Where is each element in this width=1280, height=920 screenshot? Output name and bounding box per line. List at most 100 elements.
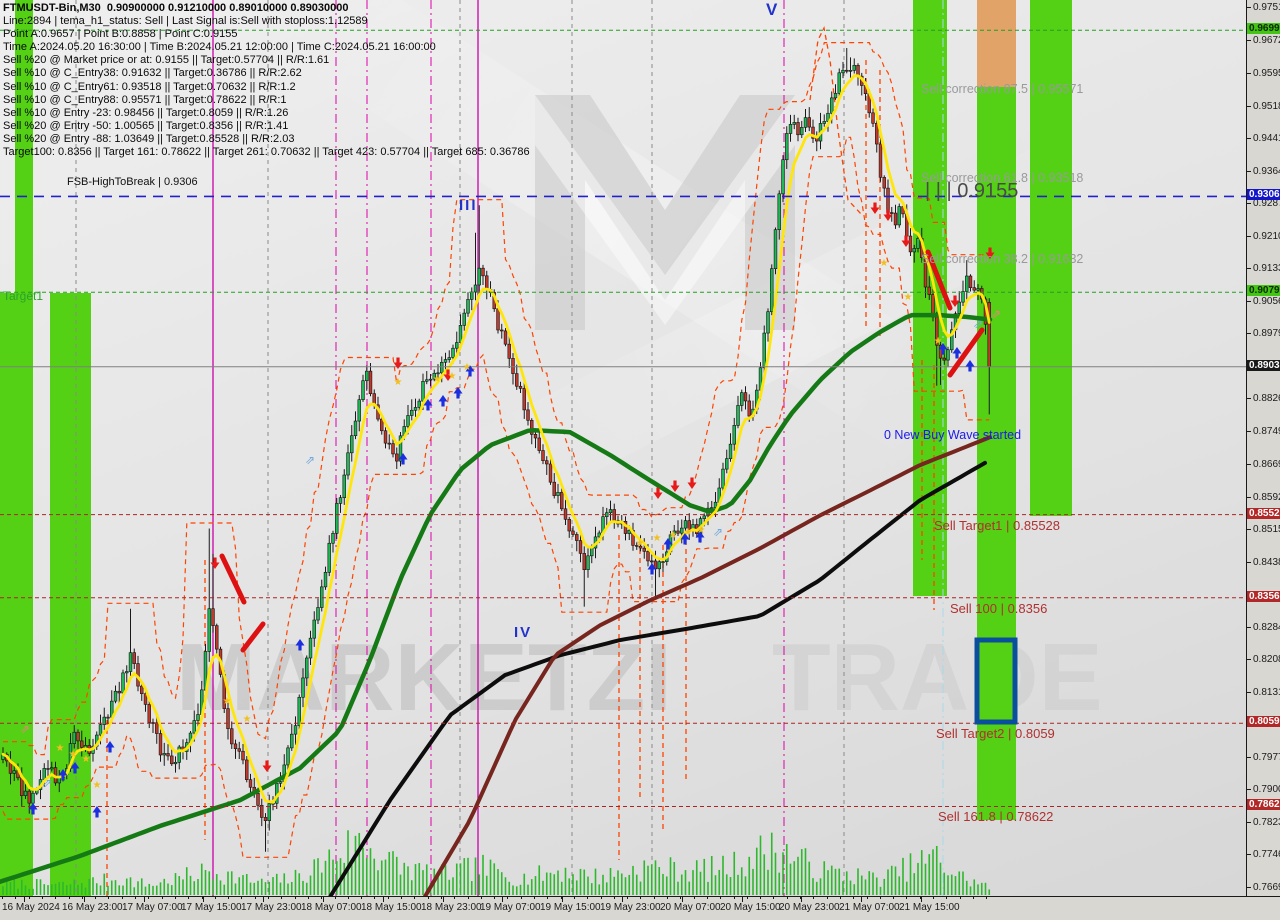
price-badge: 0.90793 [1247, 285, 1280, 297]
highlight-zones-layer [0, 0, 1072, 896]
svg-text:★: ★ [394, 377, 403, 388]
svg-text:★: ★ [653, 533, 662, 544]
wave-4-marker: IV [514, 624, 533, 641]
svg-text:★: ★ [69, 749, 78, 760]
time-tick-label: 19 May 23:00 [600, 902, 661, 913]
price-badge: 0.89030 [1247, 359, 1280, 371]
svg-text:★: ★ [56, 743, 65, 754]
time-minor-tick [95, 897, 97, 899]
info-line: Target100: 0.8356 || Target 161: 0.78622… [3, 146, 530, 159]
time-minor-tick [853, 897, 855, 899]
time-tick-label: 19 May 15:00 [540, 902, 601, 913]
time-tick-label: 18 May 15:00 [361, 902, 422, 913]
moving-averages-layer [0, 74, 993, 896]
time-minor-tick [161, 897, 163, 899]
info-line: Sell %10 @ C_Entry61: 0.93518 || Target:… [3, 80, 296, 93]
info-panel: FTMUSDT-Bin,M30 0.90900000 0.91210000 0.… [3, 2, 530, 159]
time-minor-tick [906, 897, 908, 899]
time-tick [861, 897, 862, 902]
time-minor-tick [786, 897, 788, 899]
time-minor-tick [507, 897, 509, 899]
time-tick-label: 17 May 23:00 [241, 902, 302, 913]
time-minor-tick [374, 897, 376, 899]
time-tick [263, 897, 264, 902]
time-minor-tick [294, 897, 296, 899]
time-minor-tick [28, 897, 30, 899]
time-minor-tick [427, 897, 429, 899]
price-axis[interactable]: 0.975180.967250.959550.951860.944160.936… [1246, 0, 1280, 896]
time-minor-tick [121, 897, 123, 899]
sell-1618-label[interactable]: Sell 161.8 | 0.78622 [938, 809, 1054, 824]
time-minor-tick [361, 897, 363, 899]
time-minor-tick [773, 897, 775, 899]
time-minor-tick [587, 897, 589, 899]
time-tick-label: 18 May 23:00 [421, 902, 482, 913]
info-line: Point A:0.9657 | Point B:0.8858 | Point … [3, 28, 238, 41]
time-tick-label: 16 May 23:00 [62, 902, 123, 913]
sell-correction-382-label[interactable]: Sell correction 38.2 | 0.91632 [921, 252, 1084, 266]
time-minor-tick [693, 897, 695, 899]
sell-target2-label[interactable]: Sell Target2 | 0.8059 [936, 726, 1055, 741]
time-minor-tick [640, 897, 642, 899]
time-tick [502, 897, 503, 902]
time-tick-label: 16 May 2024 [2, 902, 60, 913]
sell-100-label[interactable]: Sell 100 | 0.8356 [950, 601, 1048, 616]
time-tick [443, 897, 444, 902]
time-minor-tick [800, 897, 801, 899]
svg-text:⇗: ⇗ [42, 776, 52, 790]
time-minor-tick [254, 897, 256, 899]
svg-text:★: ★ [904, 292, 913, 303]
info-line: Sell %20 @ Entry -88: 1.03649 || Target:… [3, 132, 295, 145]
svg-text:★: ★ [93, 780, 102, 791]
sell-target1-label[interactable]: Sell Target1 | 0.85528 [934, 518, 1061, 533]
time-minor-tick [467, 897, 469, 899]
svg-text:★: ★ [82, 754, 91, 765]
target1-label[interactable]: Target1 [3, 289, 44, 303]
time-tick [742, 897, 743, 902]
wave-3-marker: III [459, 197, 478, 214]
svg-text:★: ★ [433, 374, 442, 385]
new-buy-wave-label[interactable]: 0 New Buy Wave started [884, 428, 1022, 442]
time-minor-tick [201, 897, 203, 899]
time-minor-tick [214, 897, 216, 899]
svg-text:★: ★ [934, 336, 943, 347]
time-minor-tick [188, 897, 190, 899]
time-tick [921, 897, 922, 902]
candles-layer [1, 48, 991, 852]
info-line: Sell %10 @ C_Entry38: 0.91632 || Target:… [3, 67, 302, 80]
fsb-high-to-break-label[interactable]: FSB-HighToBreak | 0.9306 [67, 176, 198, 188]
time-minor-tick [387, 897, 389, 899]
chart-surface[interactable]: ★ ★ ★ ★ ★ ★ ★ ★ ★ ★ ★ ★ ★ ★ ★ ★ ★ ★ ⇗ ⇗ ⇗ ⇗ ⇗ ⇗ [0, 0, 1246, 896]
time-minor-tick [15, 897, 17, 899]
time-minor-tick [813, 897, 815, 899]
time-minor-tick [347, 897, 349, 899]
time-minor-tick [414, 897, 416, 899]
time-minor-tick [135, 897, 136, 899]
time-axis[interactable]: 16 May 2024 16 May 23:00 17 May 07:00 17 Ma… [0, 896, 1280, 920]
volume-layer [2, 830, 991, 895]
price-levels-layer [0, 29, 1246, 807]
svg-text:★: ★ [223, 696, 232, 707]
time-tick-label: 17 May 15:00 [181, 902, 242, 913]
time-minor-tick [879, 897, 881, 899]
time-minor-tick [933, 897, 934, 899]
time-minor-tick [321, 897, 323, 899]
time-minor-tick [986, 897, 988, 899]
time-minor-tick [2, 897, 3, 899]
time-minor-tick [839, 897, 841, 899]
sell-correction-618-label[interactable]: Sell correction 61.8 | 0.93518 [921, 171, 1084, 185]
time-minor-tick [68, 897, 70, 899]
watermark-logo [535, 95, 795, 330]
time-minor-tick [520, 897, 522, 899]
sell-correction-875-label[interactable]: Sell correction 87.5 | 0.95571 [921, 82, 1084, 96]
info-line: Line:2894 | tema_h1_status: Sell | Last … [3, 15, 368, 28]
time-minor-tick [733, 897, 735, 899]
time-tick [144, 897, 145, 902]
time-minor-tick [627, 897, 629, 899]
time-minor-tick [534, 897, 535, 899]
